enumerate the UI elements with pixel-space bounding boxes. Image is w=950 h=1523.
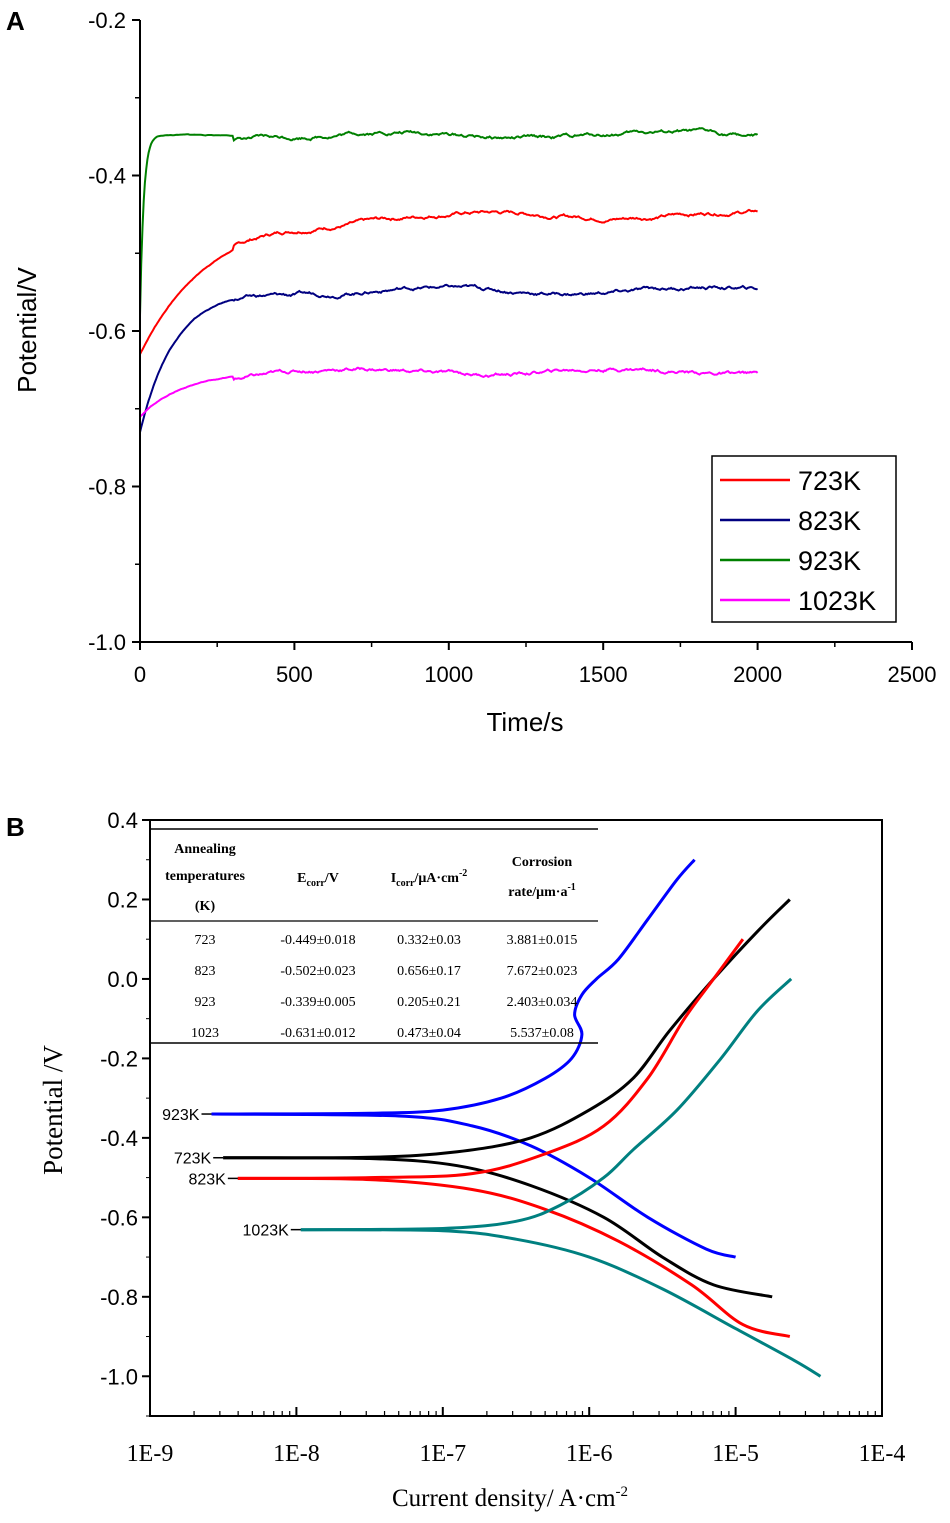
table-header-icorr-unit: /μA·cm <box>413 871 459 886</box>
table-header-annealing: temperatures <box>165 869 245 884</box>
table-cell: 723 <box>195 933 216 948</box>
panel-b-x-tick-label: 1E-6 <box>566 1441 613 1467</box>
panel-a-x-tick-label: 0 <box>134 662 146 687</box>
table-header-icorr-main: I <box>391 871 396 886</box>
panel-b-x-axis-title-main: Current density/ A·cm <box>392 1485 616 1512</box>
table-cell: 923 <box>195 995 216 1010</box>
table-header-rate-main: rate/μm·a <box>508 885 567 900</box>
table-header-annealing: Annealing <box>174 842 235 857</box>
table-header-icorr-sup: -2 <box>459 868 467 879</box>
table-cell: 2.403±0.034 <box>507 995 578 1010</box>
table-header-icorr: Icorr/μA·cm-2 <box>391 868 468 889</box>
panel-b-x-axis-title-sup: -2 <box>616 1484 629 1500</box>
panel-a-label: A <box>6 6 25 36</box>
table-cell: 823 <box>195 964 216 979</box>
panel-a-y-axis-title: Potential/V <box>12 266 42 392</box>
table-cell: -0.449±0.018 <box>280 933 355 948</box>
panel-b-y-tick-label: 0.0 <box>107 967 138 992</box>
table-header-rate: rate/μm·a-1 <box>508 882 576 900</box>
panel-a-legend-box <box>711 455 897 623</box>
table-cell: 3.881±0.015 <box>507 933 578 948</box>
panel-b-x-tick-label: 1E-8 <box>273 1441 320 1467</box>
panel-b-anodic-curve-723K <box>223 898 791 1160</box>
table-cell: -0.339±0.005 <box>280 995 355 1010</box>
panel-a-legend-label: 723K <box>798 466 861 496</box>
table-cell: -0.502±0.023 <box>280 964 355 979</box>
panel-b-curve-label: 723K <box>174 1151 212 1168</box>
panel-b-cathodic-curve-723K <box>223 1156 773 1299</box>
panel-a-y-tick-label: -0.2 <box>88 8 126 33</box>
panel-b-y-tick-label: 0.2 <box>107 887 138 912</box>
corrosion-data-table: Annealing temperatures (K) Ecorr/V Icorr/μA·… <box>150 828 598 1044</box>
panel-b-y-tick-label: 0.4 <box>107 808 138 833</box>
panel-a-series-line-1023K <box>139 366 759 418</box>
table-header-rate-sup: -1 <box>567 882 575 893</box>
table-header-ecorr-unit: /V <box>324 871 339 886</box>
panel-b-x-axis-title: Current density/ A·cm-2 <box>392 1484 628 1512</box>
panel-a-x-tick-label: 1500 <box>579 662 628 687</box>
panel-a-y-tick-label: -0.4 <box>88 164 126 189</box>
panel-b-curve-label: 923K <box>162 1107 200 1124</box>
panel-b-anodic-curve-823K <box>237 938 745 1180</box>
panel-b-anodic-curve-923K <box>211 858 696 1116</box>
panel-a-x-tick-label: 2500 <box>888 662 937 687</box>
panel-a-legend: 723K 823K 923K 1023K <box>711 455 897 623</box>
table-cell: -0.631±0.012 <box>280 1026 355 1041</box>
panel-a-y-tick-label: -0.8 <box>88 475 126 500</box>
panel-b-y-tick-label: -0.2 <box>100 1046 138 1071</box>
panel-b-cathodic-curve-1023K <box>300 1228 822 1378</box>
panel-b-y-tick-label: -0.4 <box>100 1126 138 1151</box>
panel-b-y-tick-label: -1.0 <box>100 1364 138 1389</box>
panel-a-legend-label: 1023K <box>798 586 876 616</box>
panel-b-plot-frame <box>149 819 883 1417</box>
table-cell: 7.672±0.023 <box>507 964 578 979</box>
panel-b-label: B <box>6 812 25 842</box>
panel-b-cathodic-curve-823K <box>237 1176 791 1338</box>
table-cell: 0.473±0.04 <box>397 1026 461 1041</box>
table-header-ecorr-main: E <box>297 871 306 886</box>
panel-b-y-axis-title: Potential /V <box>38 1045 68 1175</box>
table-header-icorr-sub: corr <box>396 878 415 889</box>
panel-a-chart: A 0 500 1000 1500 2000 2500 -1.0 -0.8 -0.6 -0.4 -0… <box>6 6 936 737</box>
panel-b-anodic-curve-1023K <box>300 977 793 1232</box>
panel-b-y-tick-label: -0.8 <box>100 1285 138 1310</box>
panel-a-series-line-923K <box>139 127 758 316</box>
table-cell: 5.537±0.08 <box>510 1026 574 1041</box>
panel-a-series-line-823K <box>139 283 758 433</box>
panel-b-chart: B 1E-9 1E-8 1E-7 1E-6 1E-5 1E-4 -1.0 -0.8 -0.6 -0… <box>6 808 905 1512</box>
panel-b-x-tick-label: 1E-5 <box>712 1441 759 1467</box>
table-cell: 0.205±0.21 <box>397 995 461 1010</box>
panel-a-y-tick-label: -0.6 <box>88 319 126 344</box>
table-header-annealing: (K) <box>195 899 216 914</box>
panel-a-x-tick-label: 500 <box>276 662 313 687</box>
panel-a-x-tick-label: 1000 <box>424 662 473 687</box>
table-header-corrosion: Corrosion <box>512 855 573 870</box>
panel-b-y-tick-label: -0.6 <box>100 1205 138 1230</box>
table-header-ecorr-sub: corr <box>307 878 326 889</box>
table-header-ecorr: Ecorr/V <box>297 871 339 889</box>
panel-b-cathodic-curve-923K <box>211 1112 737 1259</box>
table-cell: 1023 <box>191 1026 219 1041</box>
panel-b-x-tick-label: 1E-7 <box>419 1441 466 1467</box>
panel-b-curve-label: 823K <box>188 1171 226 1188</box>
panel-a-x-tick-label: 2000 <box>733 662 782 687</box>
table-cell: 0.332±0.03 <box>397 933 461 948</box>
panel-b-curve-label: 1023K <box>243 1223 290 1240</box>
panel-a-legend-label: 823K <box>798 506 861 536</box>
panel-b-x-tick-label: 1E-4 <box>859 1441 906 1467</box>
panel-a-x-axis-title: Time/s <box>486 707 563 737</box>
table-cell: 0.656±0.17 <box>397 964 461 979</box>
panel-a-series-line-723K <box>139 208 758 355</box>
panel-b-x-tick-label: 1E-9 <box>127 1441 174 1467</box>
panel-a-legend-label: 923K <box>798 546 861 576</box>
panel-a-y-tick-label: -1.0 <box>88 630 126 655</box>
